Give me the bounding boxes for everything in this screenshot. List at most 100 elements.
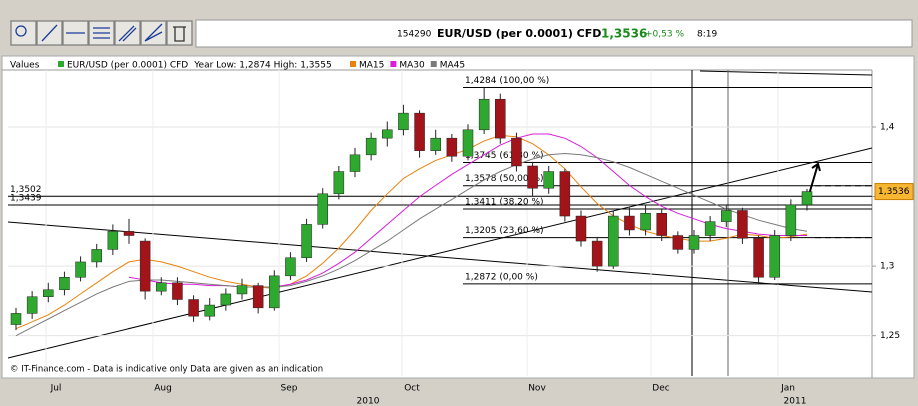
candle-body [801, 191, 813, 206]
y-tick-label: 1,4 [880, 123, 895, 133]
candle-body [349, 154, 361, 172]
candle-body [220, 293, 232, 306]
candle-body [188, 299, 199, 317]
legend-swatch [430, 61, 437, 67]
candle-body [91, 249, 102, 263]
candle-body [543, 171, 554, 189]
candle-body [721, 210, 732, 222]
fib-label: 1,3411 (38,20 %) [465, 197, 544, 207]
legend-label: MA45 [440, 61, 465, 71]
legend-label: MA30 [399, 61, 425, 71]
candle-body [75, 261, 86, 278]
year-label: 2010 [357, 397, 380, 406]
legend-swatch [58, 61, 64, 67]
quote-code: 154290 [397, 30, 432, 40]
fib-label: 1,3745 (61,80 %) [465, 151, 544, 161]
chart-panel [1, 55, 915, 379]
candle-body [252, 285, 264, 309]
trend-line [699, 70, 873, 76]
candle-body [495, 98, 506, 139]
candle-body [672, 235, 684, 250]
candle-body [640, 213, 651, 231]
legend-label: MA15 [359, 61, 384, 71]
year-range: Year Low: 1,2874 High: 1,3555 [193, 61, 331, 71]
last-price-tag [874, 183, 914, 201]
candle-body [26, 296, 38, 314]
candle-body [753, 238, 764, 278]
candle-body [769, 235, 780, 278]
candle-body [317, 193, 328, 225]
candle-body [172, 282, 183, 300]
candle-body [688, 235, 700, 250]
candle-body [236, 285, 248, 295]
zoom-icon [15, 25, 27, 37]
quote-price: 1,3536 [601, 27, 647, 41]
level-label: 1,3502 [10, 185, 42, 195]
x-tick-label: Oct [404, 384, 420, 394]
last-price-label: 1,3536 [878, 187, 910, 197]
candle-body [398, 112, 409, 131]
year-label: 2011 [784, 397, 807, 406]
candle-body [527, 165, 538, 189]
candle-body [59, 276, 70, 291]
candle-body [737, 210, 748, 239]
candle-body [624, 215, 635, 231]
legend-swatch [350, 61, 356, 67]
candle-body [156, 282, 167, 292]
legend-label: EUR/USD (per 0.0001) CFD [67, 61, 188, 71]
candle-body [285, 257, 296, 277]
zoom-button[interactable] [10, 20, 37, 46]
y-tick-label: 1,25 [880, 331, 900, 341]
candle-body [704, 221, 716, 236]
candle-body [462, 129, 474, 157]
candle-body [107, 231, 119, 250]
quote-instrument: EUR/USD (per 0.0001) CFD [437, 27, 601, 40]
x-tick-label: Dec [652, 384, 669, 394]
fan-icon [144, 23, 163, 42]
level-label: 1,3439 [10, 194, 42, 204]
candle-body [575, 215, 587, 242]
quote-box [195, 19, 913, 48]
x-tick-label: Jan [780, 384, 795, 394]
footer: © IT-Finance.com - Data is indicative on… [10, 365, 323, 375]
quote-change: +0,53 % [645, 30, 684, 40]
candle-body [269, 275, 280, 309]
candle-body [414, 112, 425, 151]
candle-body [430, 137, 441, 151]
x-tick-label: Nov [528, 384, 546, 394]
candle-body [785, 204, 797, 236]
candle-body [591, 240, 603, 267]
candle-body [43, 289, 54, 297]
trash-icon [173, 26, 186, 42]
tool-buttons [10, 20, 193, 46]
fib-label: 1,3578 (50,00 %) [465, 174, 544, 184]
candle-body [365, 137, 377, 156]
candle-body [446, 137, 458, 157]
legend-swatch [390, 61, 397, 67]
candle-body [382, 129, 393, 139]
line-icon [41, 24, 58, 42]
candle-body [559, 171, 571, 217]
candle-body [123, 231, 135, 236]
fib-label: 1,4284 (100,00 %) [465, 76, 549, 86]
candle-body [656, 213, 667, 236]
quote-time: 8:19 [697, 30, 717, 40]
candle-body [478, 98, 490, 131]
candle-body [139, 240, 151, 292]
legend-title: Values [10, 61, 40, 71]
candle-body [333, 171, 345, 195]
candle-body [204, 304, 215, 317]
x-tick-label: Sep [281, 384, 298, 394]
x-tick-label: Aug [154, 384, 172, 394]
x-tick-label: Jul [50, 384, 62, 394]
candle-body [511, 137, 522, 167]
channel-icon [118, 25, 137, 42]
candle-body [10, 313, 22, 325]
fib-label: 1,3205 (23,60 %) [465, 226, 544, 236]
y-tick-label: 1,3 [880, 262, 894, 272]
fib-icon [93, 27, 110, 39]
candle-body [608, 215, 619, 267]
drawings [7, 70, 873, 376]
